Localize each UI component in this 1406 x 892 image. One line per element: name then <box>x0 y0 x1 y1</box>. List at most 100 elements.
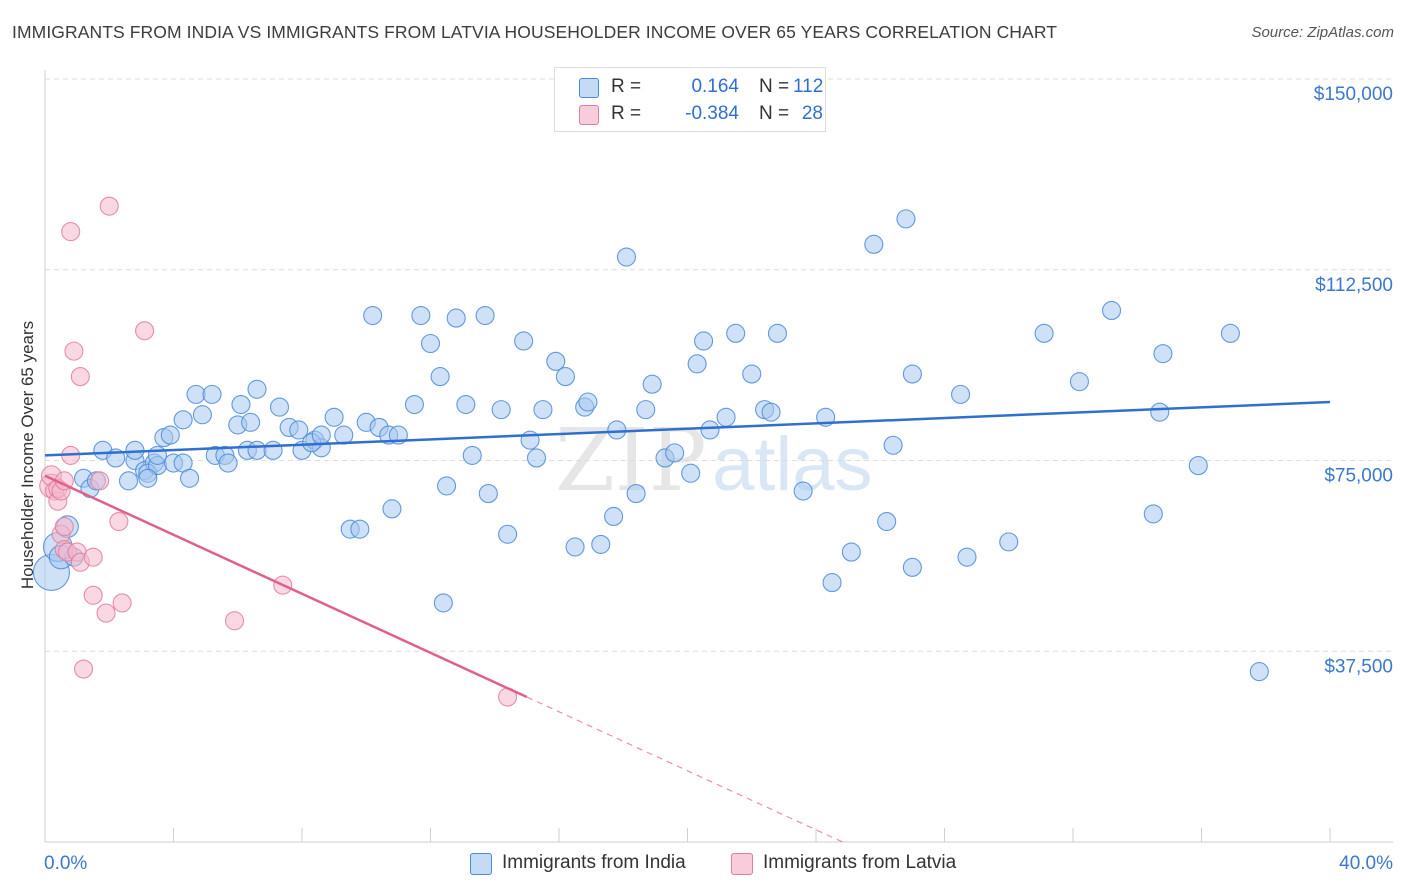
legend-r-label: R = <box>611 76 642 97</box>
point-india <box>514 331 534 351</box>
point-india <box>636 400 656 420</box>
point-india <box>591 534 611 554</box>
point-india <box>694 331 714 351</box>
point-india <box>841 542 861 562</box>
point-india <box>555 367 575 387</box>
y-tick-label: $75,000 <box>1324 466 1393 487</box>
point-india <box>526 448 547 468</box>
legend-swatch-india <box>579 78 599 98</box>
point-india <box>642 374 662 394</box>
series-india <box>32 209 1269 682</box>
point-india <box>533 400 553 420</box>
point-latvia <box>112 593 132 613</box>
point-india <box>263 440 283 460</box>
bottom-legend-swatch-latvia <box>731 853 753 875</box>
point-india <box>681 463 701 483</box>
point-india <box>491 400 511 420</box>
watermark-atlas: atlas <box>712 422 873 507</box>
points-layer <box>32 196 1269 707</box>
point-india <box>607 420 627 440</box>
point-india <box>247 440 267 460</box>
point-latvia <box>96 603 116 623</box>
legend-n-value: 112 <box>793 76 824 97</box>
point-india <box>462 445 482 465</box>
point-india <box>565 537 585 557</box>
point-india <box>1188 456 1208 476</box>
legend-swatch-latvia <box>579 105 599 125</box>
point-india <box>742 364 762 384</box>
point-india <box>822 573 842 593</box>
point-india <box>147 445 167 465</box>
point-india <box>951 384 971 404</box>
point-india <box>350 519 370 539</box>
point-latvia <box>74 659 94 679</box>
point-india <box>411 305 431 326</box>
point-india <box>138 468 158 488</box>
point-india <box>726 323 746 343</box>
point-india <box>404 394 424 415</box>
y-tick-label: $37,500 <box>1324 656 1393 677</box>
grid-layer <box>45 78 1393 652</box>
point-india <box>793 481 813 501</box>
legend-n-label: N = <box>759 76 790 97</box>
bottom-legend-label-india: Immigrants from India <box>502 852 686 873</box>
point-india <box>999 532 1019 552</box>
point-india <box>437 476 457 496</box>
point-latvia <box>54 517 74 537</box>
trendline-latvia <box>44 474 528 699</box>
legend-r-label: R = <box>611 103 642 124</box>
legend-r-value: 0.164 <box>691 76 739 97</box>
bottom-legend-swatch-india <box>470 853 492 875</box>
point-india <box>902 557 922 577</box>
point-india <box>700 420 720 440</box>
tick-label-layer: $37,500 $75,000 $112,500 $150,000 0.0% 40.0% <box>44 84 1393 874</box>
point-india <box>173 410 193 430</box>
point-india <box>363 305 383 326</box>
trend-layer <box>44 400 1331 843</box>
x-tick-label: 40.0% <box>1339 853 1393 874</box>
point-india <box>864 234 884 254</box>
point-india <box>498 524 518 544</box>
point-india <box>616 247 637 267</box>
point-india <box>247 379 267 399</box>
point-india <box>687 354 707 374</box>
point-india <box>716 407 736 427</box>
trendline-latvia-extension <box>526 696 843 843</box>
x-tick-label: 0.0% <box>44 853 87 874</box>
point-latvia <box>83 585 103 605</box>
point-india <box>475 305 495 326</box>
point-india <box>456 394 476 415</box>
point-india <box>446 308 466 328</box>
trendline-india <box>44 400 1331 457</box>
point-india <box>1220 323 1240 343</box>
point-india <box>767 323 788 343</box>
point-india <box>546 351 566 371</box>
point-india <box>902 364 922 384</box>
point-india <box>334 425 354 445</box>
point-india <box>1069 372 1089 392</box>
point-india <box>1153 344 1173 364</box>
point-india <box>665 443 685 463</box>
point-india <box>1143 504 1163 524</box>
point-india <box>761 402 781 422</box>
point-india <box>180 468 200 488</box>
legend-r-value: -0.384 <box>685 103 739 124</box>
correlation-legend: R = 0.164 N = 112 R = -0.384 N = 28 <box>554 67 826 132</box>
y-axis-label: Householder Income Over 65 years <box>18 320 37 590</box>
point-india <box>877 511 897 532</box>
source-label: Source: ZipAtlas.com <box>1251 24 1394 41</box>
point-india <box>433 593 453 613</box>
chart-title: IMMIGRANTS FROM INDIA VS IMMIGRANTS FROM… <box>12 22 1058 42</box>
point-latvia <box>135 321 155 341</box>
point-india <box>420 333 441 354</box>
point-india <box>231 394 251 415</box>
point-latvia <box>224 611 245 631</box>
point-latvia <box>83 547 103 567</box>
axis-layer <box>44 70 1393 843</box>
point-latvia <box>90 471 110 491</box>
point-india <box>269 397 290 417</box>
point-india <box>324 407 344 427</box>
point-latvia <box>64 341 84 361</box>
legend-n-value: 28 <box>801 103 823 124</box>
